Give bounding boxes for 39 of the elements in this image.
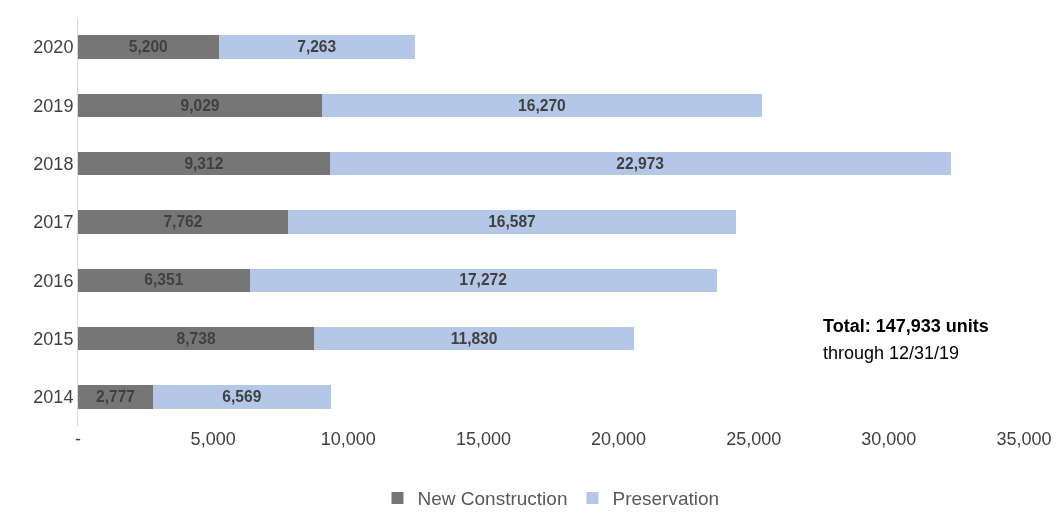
y-tick-label: 2018 <box>33 154 74 175</box>
bar <box>78 210 288 234</box>
bar <box>329 152 951 176</box>
legend-label: New Construction <box>417 488 568 510</box>
legend-label: Preservation <box>612 488 720 510</box>
bar <box>322 93 762 118</box>
x-tick-label: 20,000 <box>591 429 647 449</box>
bar <box>78 268 250 292</box>
data-label: 16,270 <box>518 96 567 114</box>
data-label: 16,587 <box>488 213 536 231</box>
y-tick-label: 2020 <box>33 37 74 58</box>
x-tick-label: - <box>75 429 81 449</box>
y-tick-label: 2015 <box>33 328 74 349</box>
bar <box>78 93 323 118</box>
x-tick-label: 35,000 <box>996 429 1052 449</box>
x-tick-label: 30,000 <box>861 429 917 449</box>
data-label: 11,830 <box>450 329 498 347</box>
x-tick-label: 5,000 <box>190 429 236 449</box>
bar <box>153 385 331 409</box>
y-tick-label: 2017 <box>33 212 74 233</box>
bar <box>314 326 634 351</box>
x-tick-label: 15,000 <box>455 429 511 449</box>
y-tick-label: 2016 <box>33 270 74 291</box>
bar <box>78 35 219 59</box>
bar <box>78 152 330 176</box>
bar <box>218 35 415 59</box>
bar <box>287 210 737 234</box>
annotation: Total: 147,933 units <box>823 316 989 336</box>
annotation: through 12/31/19 <box>823 343 960 363</box>
bar <box>249 268 717 292</box>
x-tick-label: 10,000 <box>320 429 376 449</box>
data-label: 7,263 <box>297 38 337 56</box>
data-label: 22,973 <box>616 154 665 172</box>
bar <box>78 326 315 351</box>
y-tick-label: 2014 <box>33 387 74 408</box>
data-label: 6,569 <box>222 388 262 406</box>
x-tick-label: 25,000 <box>726 429 782 449</box>
y-tick-label: 2019 <box>33 95 74 116</box>
data-label: 17,272 <box>459 271 508 289</box>
